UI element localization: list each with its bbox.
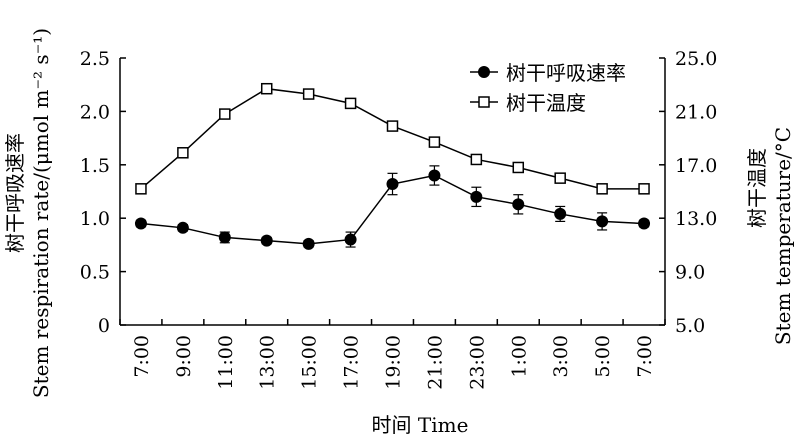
respiration-point [512,198,525,211]
x-tick-label: 7:00 [131,335,153,378]
y-right-tick-label: 25.0 [675,48,717,70]
x-tick-label: 9:00 [173,335,195,378]
respiration-point [302,237,315,250]
y-right-axis-title-cn: 树干温度 [745,148,769,228]
respiration-point [596,215,609,228]
y-left-axis-title: Stem respiration rate/(μmol m⁻² s⁻¹) [29,28,53,398]
x-tick-label: 17:00 [341,335,363,390]
respiration-point [554,207,567,220]
y-right-tick-label: 5.0 [675,315,705,337]
temperature-point [596,183,608,195]
y-left-tick-label: 2.0 [80,101,110,123]
y-right-axis-title: Stem temperature/°C [771,127,795,345]
x-tick-label: 13:00 [257,335,279,390]
legend-temperature-label: 树干温度 [506,91,586,115]
y-left-tick-label: 2.5 [80,48,110,70]
temperature-point [302,88,315,100]
respiration-point [176,221,189,234]
x-tick-label: 7:00 [634,335,656,378]
legend-respiration-label: 树干呼吸速率 [506,61,626,85]
x-tick-label: 21:00 [424,335,446,390]
respiration-point [638,217,651,230]
legend-respiration-marker [478,66,490,78]
y-right-tick-label: 21.0 [675,101,717,123]
respiration-point [134,217,147,230]
y-left-tick-label: 0.5 [80,262,110,284]
x-tick-label: 5:00 [592,335,614,378]
temperature-point [554,172,566,184]
temperature-point [219,108,231,120]
respiration-point [260,234,273,247]
y-left-tick-label: 1.0 [80,208,110,230]
y-right-tick-label: 17.0 [675,155,717,177]
temperature-point [428,136,441,148]
respiration-point [470,190,483,203]
y-left-axis-title-cn: 树干呼吸速率 [3,133,27,253]
y-right-tick-label: 13.0 [675,208,717,230]
x-axis-title: 时间 Time [372,413,469,437]
temperature-point [135,183,147,195]
temperature-point [638,183,650,195]
y-left-tick-label: 0 [98,315,110,337]
temperature-point [512,161,525,174]
axes [119,57,666,326]
y-right-tick-label: 9.0 [675,262,705,284]
temperature-point [344,97,357,110]
respiration-point [428,169,441,182]
series [134,82,651,250]
tick-labels: 0 0.5 1.0 1.5 2.0 2.5 5.0 9.0 13.0 17.0 21.0 25.0 7:… [80,48,718,390]
x-tick-label: 15:00 [299,335,321,390]
respiration-point [344,233,357,246]
x-tick-label: 11:00 [215,335,237,390]
temperature-point [386,120,399,132]
x-tick-label: 3:00 [550,335,572,378]
temperature-point [260,82,273,95]
axis-titles: 时间 Time 树干呼吸速率 Stem respiration rate/(μm… [3,28,795,437]
x-tick-label: 23:00 [466,335,488,390]
temperature-point [177,147,189,159]
x-tick-label: 19:00 [383,335,405,390]
legend-temperature-marker [478,96,490,108]
temperature-point [470,153,483,166]
respiration-point [218,231,231,244]
respiration-point [386,178,399,191]
y-left-tick-label: 1.5 [80,155,110,177]
x-tick-label: 1:00 [508,335,530,378]
